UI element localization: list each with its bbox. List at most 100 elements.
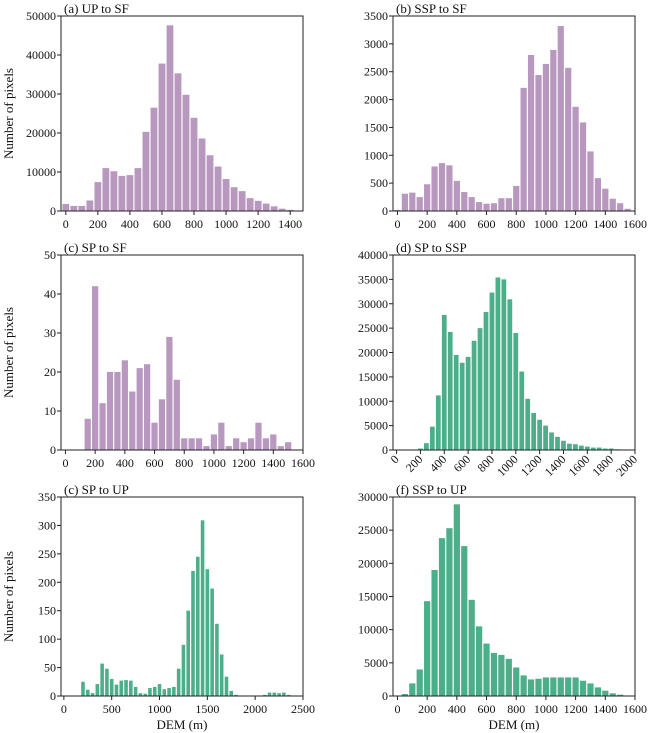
bar <box>483 312 489 450</box>
x-tick-label: 1200 <box>564 217 588 231</box>
x-tick-label: 1000 <box>534 702 558 716</box>
y-tick-label: 30000 <box>26 87 56 101</box>
bar <box>550 49 557 211</box>
bar <box>579 122 587 211</box>
panel-e: 0 50 100 150 200 250 300 350 0 500 1000 1500 2000 250… <box>1 482 315 732</box>
bar <box>173 379 180 450</box>
bar <box>181 438 188 450</box>
y-tick-label: 0 <box>50 443 56 457</box>
y-tick-label: 300 <box>38 518 56 532</box>
x-tick-label: 2000 <box>613 452 640 479</box>
panel-title: (a) UP to SF <box>64 1 129 16</box>
bar <box>537 419 543 450</box>
bar <box>214 166 222 211</box>
bar <box>489 292 495 450</box>
bar <box>158 63 166 211</box>
bar <box>84 418 91 450</box>
panel-a: 0 10000 20000 30000 40000 50000 0 200 400 600 800 1… <box>1 1 304 231</box>
y-tick-label: 40000 <box>26 48 56 62</box>
x-tick-label: 200 <box>86 456 104 470</box>
y-tick-label: 10000 <box>358 394 388 408</box>
y-tick-label: 0 <box>50 689 56 703</box>
bar <box>162 689 167 696</box>
bar <box>102 168 110 211</box>
bar <box>106 372 114 450</box>
bar <box>174 73 182 211</box>
bar <box>543 425 548 450</box>
bar <box>542 63 550 211</box>
bar <box>282 692 286 696</box>
y-tick-label: 15000 <box>358 370 388 384</box>
x-tick-label: 1400 <box>593 702 617 716</box>
bar <box>267 692 272 696</box>
plot-frame <box>60 15 304 212</box>
bar <box>166 336 173 450</box>
plot-frame <box>60 496 304 697</box>
y-tick-label: 25000 <box>358 523 388 537</box>
x-tick-label: 2500 <box>291 702 315 716</box>
bar <box>148 688 152 696</box>
bar <box>447 332 453 450</box>
x-tick-label: 1600 <box>566 452 593 479</box>
x-tick-label: 1400 <box>278 217 302 231</box>
bar <box>542 677 550 696</box>
bar <box>475 626 483 696</box>
bar <box>191 570 195 696</box>
bar <box>152 686 157 696</box>
y-tick-label: 150 <box>38 604 56 618</box>
bar <box>446 528 453 696</box>
bar <box>527 679 535 696</box>
bar <box>142 131 150 211</box>
bar <box>229 690 234 696</box>
bar <box>126 175 134 211</box>
bar <box>459 362 465 450</box>
bar <box>567 443 572 450</box>
y-tick-label: 200 <box>38 575 56 589</box>
bar <box>584 446 590 450</box>
bar <box>418 448 423 450</box>
bar <box>409 683 416 696</box>
bar <box>555 436 560 450</box>
y-tick-label: 10 <box>44 404 56 418</box>
y-tick-label: 5000 <box>364 656 388 670</box>
x-tick-label: 1200 <box>232 456 256 470</box>
bar <box>453 180 460 211</box>
y-tick-label: 5000 <box>364 419 388 433</box>
bar <box>565 67 572 211</box>
x-tick-label: 0 <box>63 217 69 231</box>
y-tick-label: 100 <box>38 632 56 646</box>
x-tick-label: 200 <box>89 217 107 231</box>
x-tick-label: 1000 <box>202 456 226 470</box>
bar <box>188 438 195 450</box>
panel-title: (c) SP to UP <box>64 482 129 497</box>
bar <box>129 680 133 696</box>
bar <box>143 693 147 696</box>
x-tick-label: 0 <box>394 217 400 231</box>
y-tick-label: 40000 <box>358 248 388 262</box>
panel-b: 0 500 1000 1500 2000 2500 3000 3500 0 200 400 600 80… <box>364 1 647 231</box>
bar <box>501 279 507 450</box>
bar <box>602 690 609 696</box>
x-tick-label: 1000 <box>534 217 558 231</box>
x-tick-label: 1400 <box>593 217 617 231</box>
bar <box>431 166 438 211</box>
x-tick-label: 1000 <box>494 452 521 479</box>
x-tick-label: 1200 <box>564 702 588 716</box>
bar <box>157 684 162 696</box>
panel-f: 0 5000 10000 15000 20000 25000 30000 0 200 400 600… <box>358 482 647 732</box>
bar <box>109 678 114 696</box>
y-tick-label: 20000 <box>358 556 388 570</box>
bar <box>468 599 475 696</box>
bar <box>285 442 292 450</box>
bar <box>617 694 624 696</box>
bar <box>262 694 267 696</box>
bar <box>498 654 505 696</box>
x-tick-label: 1400 <box>261 456 285 470</box>
bar <box>409 192 416 211</box>
x-tick-label: 400 <box>448 702 466 716</box>
bar <box>277 446 284 450</box>
bar <box>166 25 174 211</box>
y-tick-label: 0 <box>50 204 56 218</box>
y-axis-label: Number of pixels <box>1 551 16 642</box>
bar <box>561 440 566 450</box>
